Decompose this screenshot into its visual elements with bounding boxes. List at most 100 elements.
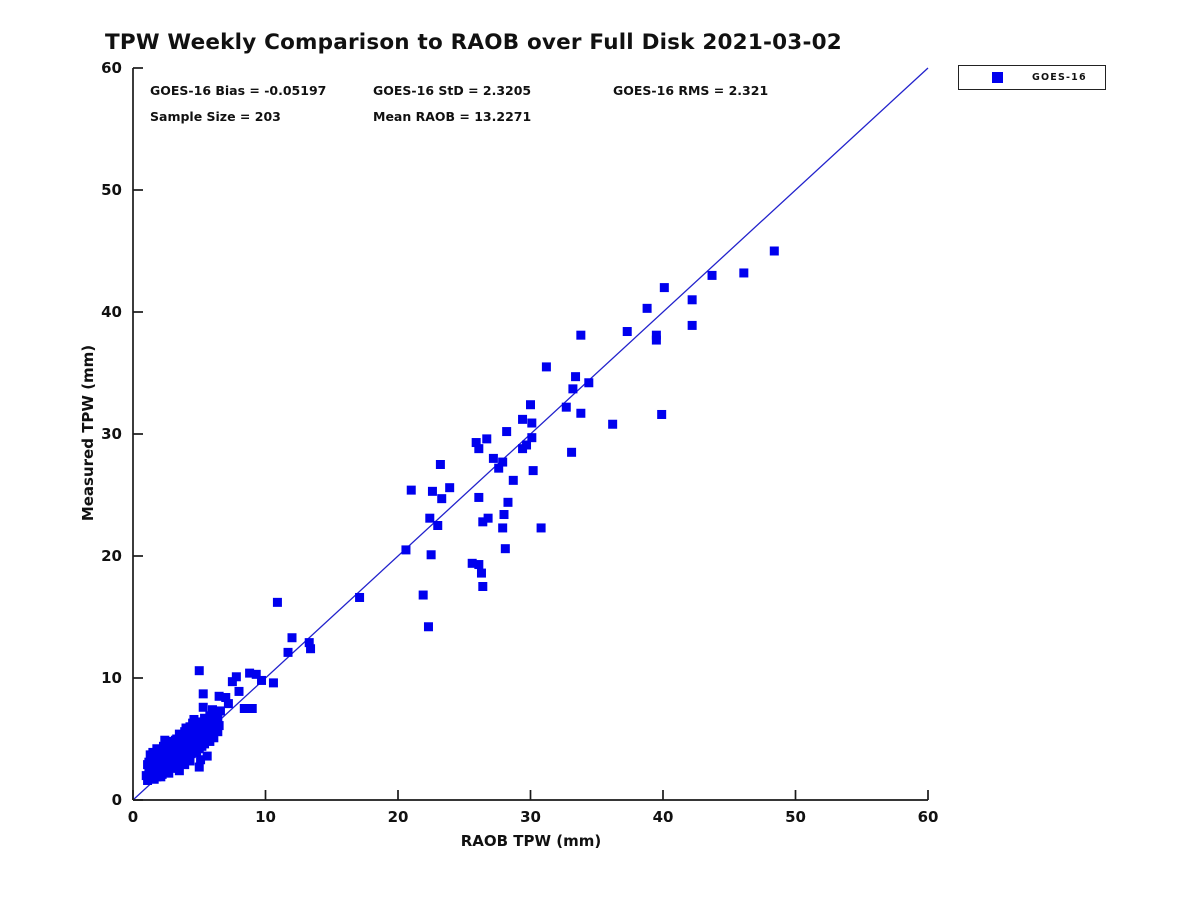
stat-mean-raob: Mean RAOB = 13.2271 xyxy=(373,109,532,124)
scatter-point xyxy=(158,741,168,751)
scatter-point xyxy=(287,633,297,643)
scatter-point xyxy=(198,702,208,712)
scatter-point xyxy=(214,691,224,701)
stat-bias: GOES-16 Bias = -0.05197 xyxy=(150,83,327,98)
scatter-point xyxy=(196,755,206,765)
scatter-point xyxy=(536,523,546,533)
legend-marker-square-icon xyxy=(992,72,1003,83)
scatter-point xyxy=(467,558,477,568)
scatter-point xyxy=(478,582,488,591)
scatter-point xyxy=(659,283,669,293)
scatter-point xyxy=(527,433,537,443)
x-tick-label: 20 xyxy=(388,808,409,826)
scatter-point xyxy=(622,327,632,337)
stat-std: GOES-16 StD = 2.3205 xyxy=(373,83,532,98)
x-tick-label: 40 xyxy=(653,808,674,826)
scatter-point xyxy=(571,372,581,382)
scatter-point xyxy=(445,483,455,493)
scatter-point xyxy=(401,545,411,555)
scatter-point xyxy=(568,384,578,394)
scatter-point xyxy=(214,721,224,731)
scatter-point xyxy=(474,560,484,570)
scatter-point xyxy=(355,592,365,602)
scatter-point xyxy=(657,409,667,419)
scatter-point xyxy=(227,677,237,687)
scatter-point xyxy=(213,712,223,722)
scatter-point xyxy=(474,444,484,454)
scatter-point xyxy=(202,719,212,729)
scatter-point xyxy=(164,768,174,778)
scatter-point xyxy=(200,713,210,723)
scatter-point xyxy=(482,434,492,444)
scatter-point xyxy=(170,735,180,745)
scatter-point xyxy=(200,739,210,749)
y-tick-label: 0 xyxy=(112,791,122,809)
scatter-point xyxy=(687,295,697,305)
scatter-point xyxy=(160,735,170,745)
scatter-point xyxy=(198,689,208,699)
x-tick-label: 0 xyxy=(128,808,138,826)
x-tick-label: 50 xyxy=(785,808,806,826)
scatter-point xyxy=(576,408,586,418)
scatter-point xyxy=(769,246,779,256)
scatter-point xyxy=(174,766,184,776)
scatter-point xyxy=(488,453,498,463)
scatter-point xyxy=(476,568,486,578)
scatter-point xyxy=(268,678,278,688)
scatter-point xyxy=(483,513,493,523)
scatter-point xyxy=(173,740,183,750)
scatter-point xyxy=(185,756,195,766)
scatter-point xyxy=(189,714,199,724)
scatter-point xyxy=(149,774,159,784)
y-tick-label: 20 xyxy=(101,547,122,565)
scatter-point xyxy=(651,335,661,345)
scatter-point xyxy=(423,622,433,632)
chart-title: TPW Weekly Comparison to RAOB over Full … xyxy=(105,30,842,55)
scatter-point xyxy=(426,550,436,560)
scatter-point xyxy=(576,330,586,340)
x-tick-label: 30 xyxy=(520,808,541,826)
scatter-point xyxy=(435,460,445,469)
scatter-point xyxy=(499,510,509,520)
scatter-point xyxy=(425,513,435,523)
scatter-point xyxy=(687,320,697,330)
scatter-point xyxy=(474,492,484,502)
scatter-point xyxy=(204,727,214,737)
scatter-point xyxy=(642,303,652,313)
scatter-point xyxy=(206,714,216,724)
scatter-point xyxy=(561,402,571,412)
scatter-point xyxy=(221,693,231,703)
scatter-point xyxy=(194,762,204,772)
scatter-point xyxy=(418,590,428,600)
scatter-point xyxy=(437,494,447,504)
scatter-point xyxy=(498,523,508,533)
scatter-point xyxy=(584,378,594,388)
scatter-point xyxy=(202,751,212,761)
scatter-point xyxy=(143,760,153,770)
scatter-point xyxy=(494,463,504,473)
scatter-point xyxy=(508,475,518,485)
y-tick-label: 60 xyxy=(101,59,122,77)
scatter-point xyxy=(239,704,249,713)
stat-rms: GOES-16 RMS = 2.321 xyxy=(613,83,769,98)
scatter-point xyxy=(527,418,537,428)
x-axis-label: RAOB TPW (mm) xyxy=(460,832,602,850)
scatter-point xyxy=(231,672,241,682)
scatter-point xyxy=(209,733,219,743)
scatter-point xyxy=(478,517,488,527)
scatter-point xyxy=(180,760,190,770)
scatter-point xyxy=(500,544,510,554)
scatter-point xyxy=(177,733,187,743)
x-tick-label: 10 xyxy=(255,808,276,826)
scatter-point xyxy=(223,699,233,709)
scatter-point xyxy=(181,723,191,733)
scatter-point xyxy=(608,419,618,429)
scatter-point xyxy=(245,668,255,678)
y-tick-label: 10 xyxy=(101,669,122,687)
scatter-point xyxy=(272,597,282,607)
scatter-point xyxy=(739,268,749,278)
scatter-point xyxy=(433,521,443,530)
scatter-point xyxy=(427,486,437,496)
